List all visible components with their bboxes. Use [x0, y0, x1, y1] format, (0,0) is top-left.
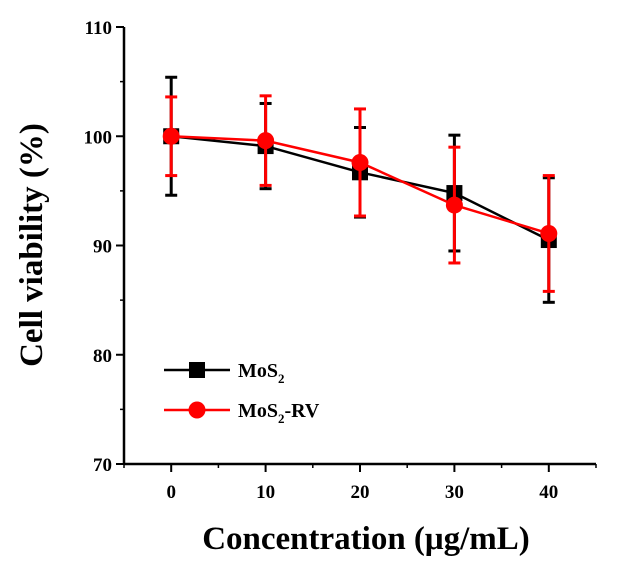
x-tick-label: 40 — [539, 482, 558, 503]
y-axis-title: Cell viability (%) — [14, 123, 50, 367]
legend-label-subscript: 2 — [278, 371, 285, 386]
legend-label: MoS2-RV — [238, 400, 320, 426]
series-mos2-rv — [162, 94, 558, 293]
y-tick-label: 100 — [84, 127, 113, 148]
x-tick-label: 30 — [445, 482, 464, 503]
data-point-marker — [445, 196, 463, 214]
y-tick-label: 90 — [93, 237, 112, 258]
data-point-marker — [257, 132, 275, 150]
legend-marker — [188, 401, 206, 419]
legend-label-main: MoS — [238, 400, 278, 422]
series-layer — [162, 75, 558, 304]
x-tick-label: 10 — [256, 482, 275, 503]
legend-item-mos2: MoS2 — [164, 360, 285, 386]
y-tick-label: 70 — [93, 455, 112, 476]
legend-label-main: MoS — [238, 360, 278, 382]
x-tick-label: 20 — [351, 482, 370, 503]
legend-label-subscript: 2 — [278, 411, 285, 426]
y-tick-label: 80 — [93, 346, 112, 367]
x-axis-title: Concentration (μg/mL) — [202, 521, 530, 557]
y-tick-label: 110 — [85, 18, 112, 39]
axes: 70 80 90 100 110 0 10 20 30 40 — [84, 18, 597, 503]
legend-item-mos2-rv: MoS2-RV — [164, 400, 320, 426]
legend-label-suffix: -RV — [285, 400, 320, 422]
data-point-marker — [540, 224, 558, 242]
x-tick-label: 0 — [166, 482, 176, 503]
legend-label: MoS2 — [238, 360, 285, 386]
legend-marker — [189, 362, 205, 378]
data-point-marker — [162, 127, 180, 145]
data-point-marker — [351, 153, 369, 171]
